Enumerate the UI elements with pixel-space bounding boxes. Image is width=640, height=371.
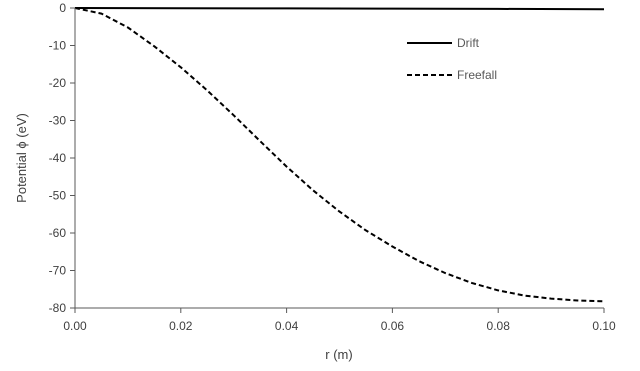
legend-label-drift: Drift (457, 36, 480, 50)
series-line-drift (74, 7, 605, 11)
x-axis-title: r (m) (325, 347, 352, 362)
y-tick-label: -70 (49, 264, 67, 278)
series-lines (74, 7, 605, 303)
x-tick-label: 0.02 (169, 319, 193, 333)
y-axis-ticks: 0 -10 -20 -30 -40 -50 -60 -70 -80 (49, 1, 75, 315)
x-tick-label: 0.08 (487, 319, 511, 333)
y-tick-label: -10 (49, 39, 67, 53)
y-tick-label: -30 (49, 114, 67, 128)
y-tick-label: -80 (49, 301, 67, 315)
y-axis-title: Potential ϕ (eV) (14, 113, 29, 203)
x-axis-ticks: 0.00 0.02 0.04 0.06 0.08 0.10 (63, 308, 616, 333)
legend: Drift Freefall (407, 36, 497, 82)
y-tick-label: -60 (49, 226, 67, 240)
y-tick-label: -50 (49, 189, 67, 203)
legend-label-freefall: Freefall (457, 68, 497, 82)
x-tick-label: 0.04 (275, 319, 299, 333)
x-tick-label: 0.00 (63, 319, 87, 333)
series-line-freefall (74, 7, 605, 303)
x-tick-label: 0.10 (592, 319, 616, 333)
y-tick-label: -20 (49, 76, 67, 90)
axes (74, 8, 604, 309)
y-tick-label: 0 (59, 1, 66, 15)
x-tick-label: 0.06 (381, 319, 405, 333)
y-tick-label: -40 (49, 151, 67, 165)
